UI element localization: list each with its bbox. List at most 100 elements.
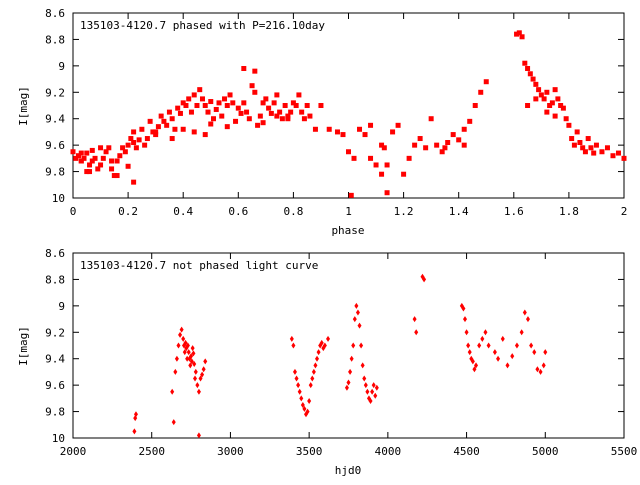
x-tick-label: 0.6 [228,205,248,218]
data-point [470,358,475,365]
data-point [297,388,302,395]
data-point [340,132,346,138]
data-point [610,153,616,159]
data-point [153,132,159,138]
data-point [326,335,331,342]
data-point [174,355,179,362]
data-point [292,368,297,375]
x-tick-label: 0 [70,205,77,218]
x-tick-label: 0.4 [173,205,193,218]
data-point [238,110,244,116]
data-point [190,345,195,352]
data-point [241,66,247,71]
data-point [525,66,531,71]
data-point [78,158,84,164]
data-point [181,335,186,342]
data-point [538,368,543,375]
data-point [185,342,190,349]
data-point [529,342,534,349]
data-point [188,109,194,115]
y-tick-label: 9.2 [45,326,65,339]
data-point [368,122,374,128]
data-point [255,122,261,128]
data-point [161,118,167,124]
data-point [371,382,376,389]
y-tick-label: 9 [58,300,65,313]
data-point [582,149,588,155]
data-point [192,361,197,367]
data-point [412,142,418,148]
data-point [544,89,550,95]
x-tick-label: 2 [621,205,628,218]
data-point [522,309,527,316]
data-point [185,355,190,362]
data-point [257,113,263,119]
data-point [472,366,477,373]
data-point [222,96,228,102]
data-point [182,349,187,356]
data-point [224,103,230,108]
data-point [301,116,307,122]
data-point [522,60,528,66]
data-point [279,116,285,122]
data-point [252,68,258,74]
data-point [311,368,316,375]
data-point [296,92,302,98]
unphased-data-points [132,273,548,439]
unphased-y-axis-label: I[mag] [17,326,30,366]
data-point [274,113,280,119]
data-point [98,145,104,151]
data-point [70,149,76,155]
x-tick-label: 3500 [296,445,323,458]
x-tick-label: 5500 [611,445,638,458]
data-point [464,329,469,336]
data-point [593,142,599,148]
data-point [445,140,451,145]
data-point [569,136,575,142]
data-point [547,103,553,108]
data-point [268,110,274,116]
data-point [368,155,374,161]
data-point [558,103,564,108]
data-point [346,379,351,386]
data-point [208,99,214,105]
x-tick-label: 1.6 [504,205,524,218]
data-point [510,353,515,360]
data-point [349,355,354,362]
data-point [180,126,186,132]
data-point [379,142,385,148]
data-point [505,362,510,369]
data-point [417,136,423,142]
data-point [128,136,134,142]
data-point [290,100,296,106]
data-point [319,339,324,346]
data-point [183,103,189,108]
data-point [552,87,558,93]
data-point [384,162,390,168]
data-point [132,428,137,435]
data-point [514,342,519,349]
data-point [188,362,193,369]
data-point [205,109,211,115]
data-point [299,395,304,402]
data-point [461,142,467,148]
data-point [322,342,327,349]
data-point [300,401,305,408]
data-point [208,121,214,127]
x-tick-label: 3000 [217,445,244,458]
data-point [183,339,188,346]
data-point [246,116,252,122]
data-point [193,368,198,375]
data-point [133,411,138,418]
data-point [486,342,491,349]
x-tick-label: 0.8 [283,205,303,218]
data-point [87,169,93,175]
data-point [117,153,123,159]
data-point [346,149,351,155]
data-point [304,103,310,108]
data-point [414,329,419,336]
data-point [293,103,299,108]
data-point [150,129,156,135]
data-point [588,145,594,151]
data-point [158,113,164,119]
